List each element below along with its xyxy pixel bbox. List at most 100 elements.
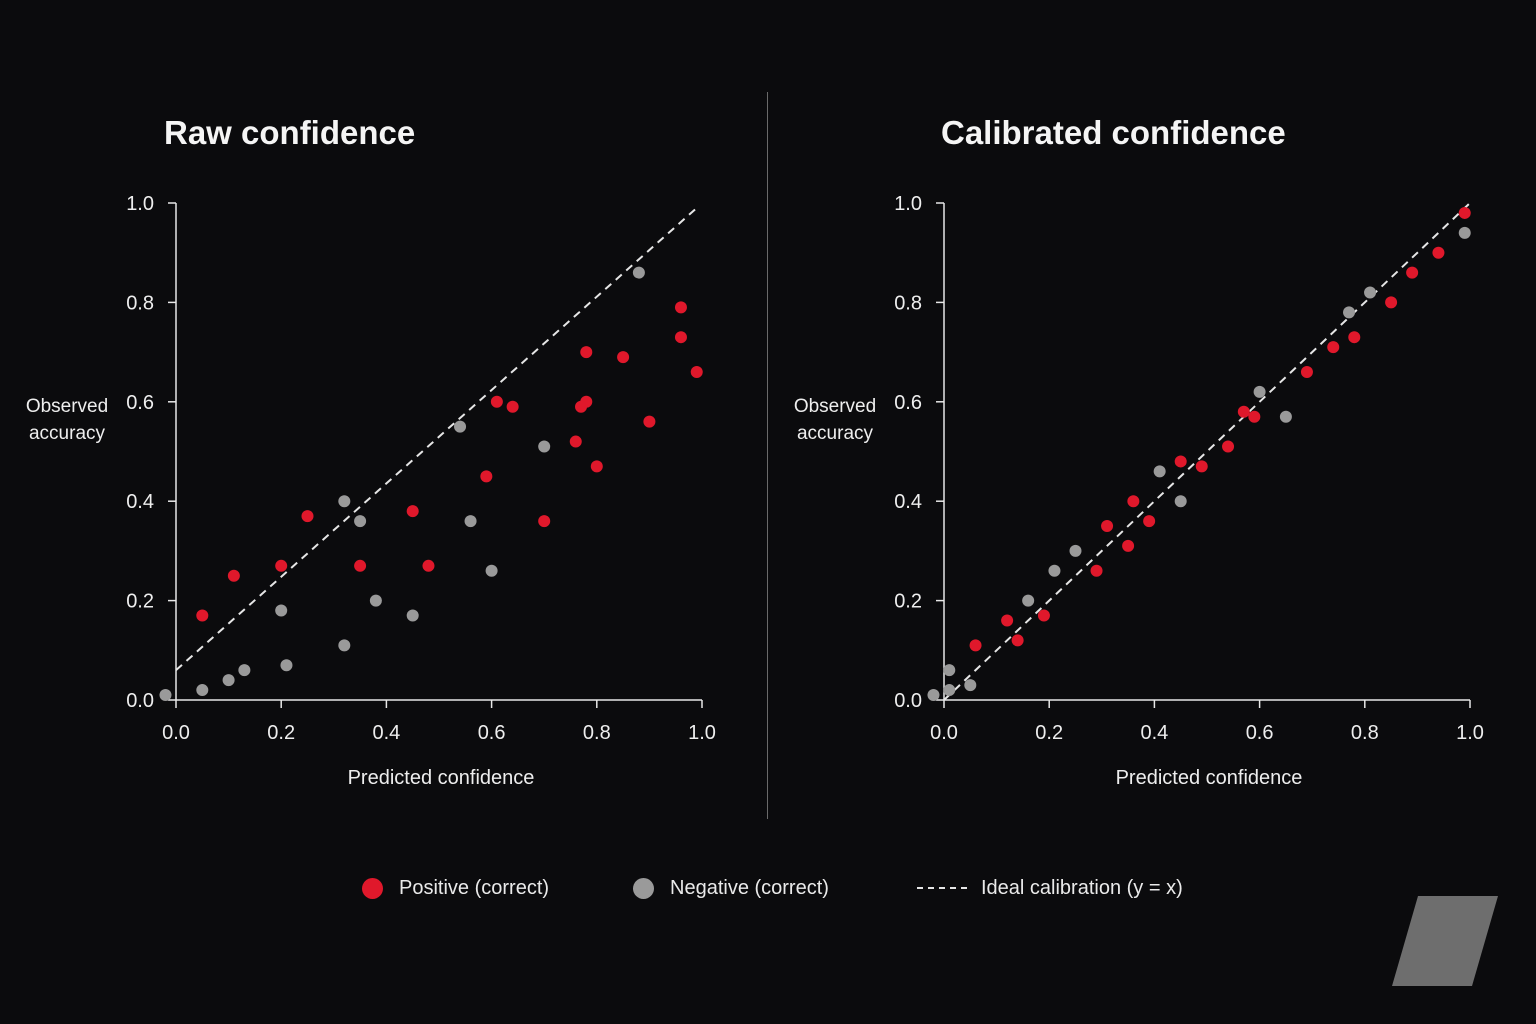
right-positive-point [1001,614,1014,627]
left-positive-point [506,400,519,413]
right-positive-point [1195,460,1208,473]
watermark-logo-icon [1392,896,1498,986]
right-positive-point [1174,455,1187,468]
right-ideal-line [943,202,1471,701]
right-positive-point [1327,341,1340,354]
legend-positive-label: Positive (correct) [399,876,550,899]
right-x-axis-label: Predicted confidence [1116,767,1303,789]
left-negative-point [369,594,382,607]
right-negative-point [1048,564,1061,577]
left-negative-point [464,515,477,528]
right-positive-point [1122,539,1135,552]
left-x-axis-label: Predicted confidence [348,767,535,789]
left-y-axis-label: Observed accuracy [26,396,108,444]
right-y-tick-label: 0.4 [894,491,922,513]
left-x-tick-label: 0.6 [478,722,506,744]
right-negative-point [1364,286,1377,299]
left-positive-point [674,331,687,344]
left-negative-point [406,609,419,622]
right-positive-point [1458,206,1471,219]
right-x-tick-label: 0.4 [1140,722,1168,744]
left-positive-point [580,395,593,408]
right-negative-point [1253,385,1266,398]
left-y-tick-label: 1.0 [126,193,154,215]
left-positive-point [690,365,703,378]
right-x-tick-label: 0.2 [1035,722,1063,744]
right-positive-point [1300,365,1313,378]
right-y-axis-label: Observed accuracy [794,396,876,444]
legend-item-ideal: Ideal calibration (y = x) [917,875,1183,901]
left-positive-point [580,346,593,359]
right-x-tick-label: 0.6 [1246,722,1274,744]
right-x-tick-label: 0.8 [1351,722,1379,744]
right-y-tick-label: 0.8 [894,292,922,314]
left-positive-point [227,569,240,582]
right-negative-point [1153,465,1166,478]
right-positive-point [1127,495,1140,508]
left-negative-point [196,684,209,697]
left-x-tick-label: 0.2 [267,722,295,744]
left-positive-point [538,515,551,528]
right-positive-point [1090,564,1103,577]
right-negative-point [1069,544,1082,557]
legend-negative-marker [633,877,654,899]
right-positive-point [1406,266,1419,279]
left-positive-point [354,559,367,572]
legend-ideal-label: Ideal calibration (y = x) [981,876,1183,899]
right-negative-point [1343,306,1356,319]
left-positive-point [643,415,656,428]
left-positive-point [490,395,503,408]
left-negative-point [338,495,351,508]
left-negative-point [485,564,498,577]
left-negative-point [354,515,367,528]
right-y-tick-label: 1.0 [894,193,922,215]
legend-positive-marker [362,877,383,899]
right-positive-point [1348,331,1361,344]
left-negative-point [454,420,467,433]
left-positive-point [674,301,687,314]
right-x-tick-label: 1.0 [1456,722,1484,744]
right-y-tick-label: 0.0 [894,690,922,712]
legend-negative-label: Negative (correct) [670,876,829,899]
left-y-tick-label: 0.2 [126,591,154,613]
right-negative-point [927,689,940,702]
right-positive-point [1011,634,1024,647]
left-x-tick-label: 0.4 [372,722,400,744]
left-positive-point [196,609,209,622]
left-y-tick-label: 0.4 [126,491,154,513]
right-y-tick-label: 0.2 [894,591,922,613]
left-y-tick-label: 0.6 [126,392,154,414]
right-positive-point [1037,609,1050,622]
right-positive-point [1101,520,1114,533]
left-positive-point [617,351,630,364]
left-x-tick-label: 0.8 [583,722,611,744]
left-negative-point [222,674,235,687]
left-negative-point [280,659,293,672]
right-negative-point [964,679,977,692]
left-positive-point [480,470,493,483]
left-positive-point [301,510,314,523]
left-positive-point [569,435,582,448]
left-x-tick-label: 0.0 [162,722,190,744]
right-positive-point [1143,515,1156,528]
right-chart: 0.0 0.2 0.4 0.6 0.8 1.0 0.0 0.2 0.4 0.6 0.8 1.0 Pred… [794,193,1484,789]
right-negative-point [1022,594,1035,607]
right-positive-point [969,639,982,652]
left-y-tick-label: 0.8 [126,292,154,314]
left-x-tick-label: 1.0 [688,722,716,744]
left-chart-title: Raw confidence [164,114,416,151]
right-negative-point [1174,495,1187,508]
left-negative-point [238,664,251,677]
left-negative-point [159,689,172,702]
left-positive-point [422,559,435,572]
right-positive-point [1432,246,1445,259]
left-negative-point [338,639,351,652]
left-positive-point [275,559,288,572]
right-x-tick-label: 0.0 [930,722,958,744]
right-chart-title: Calibrated confidence [941,114,1286,151]
right-positive-point [1222,440,1235,453]
right-positive-point [1237,405,1250,418]
left-negative-point [632,266,645,279]
right-positive-point [1385,296,1398,309]
